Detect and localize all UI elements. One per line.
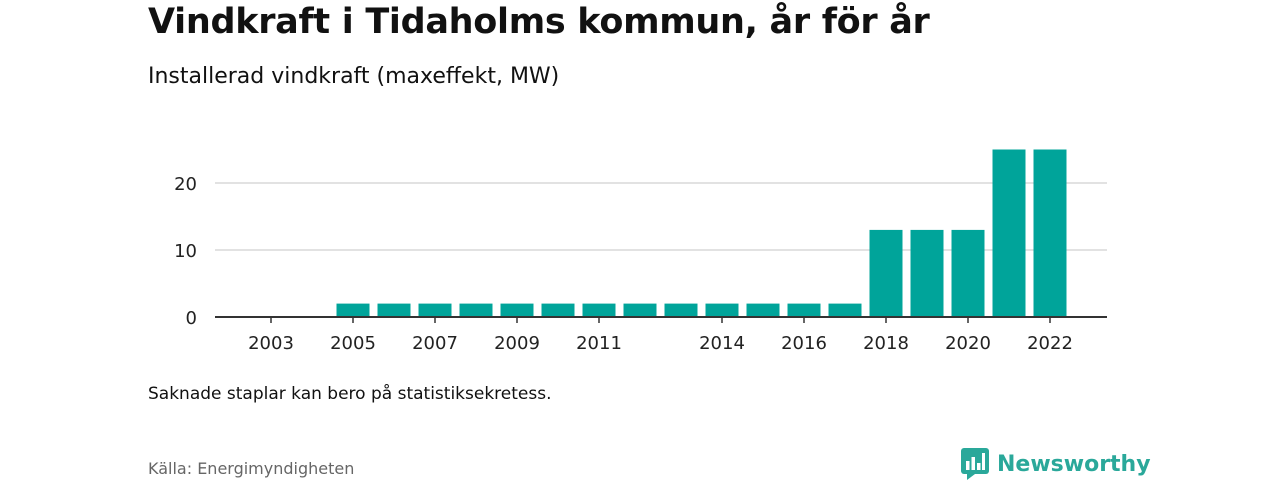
bar [336,303,370,317]
bar [500,303,534,317]
x-tick-label: 2018 [863,333,909,354]
x-tick-label: 2003 [248,333,294,354]
x-tick-label: 2020 [945,333,991,354]
chart-subtitle: Installerad vindkraft (maxeffekt, MW) [148,64,560,89]
bar [746,303,780,317]
y-tick-label: 0 [186,308,197,329]
bar [377,303,411,317]
bars [336,149,1067,317]
bar [992,149,1026,317]
bar [541,303,575,317]
bar [828,303,862,317]
newsworthy-logo-icon [961,448,989,480]
bar [459,303,493,317]
x-tick-label: 2016 [781,333,827,354]
brand-name: Newsworthy [997,451,1151,477]
bar [1033,149,1067,317]
bar [951,229,985,317]
source-text: Källa: Energimyndigheten [148,459,355,478]
x-tick-label: 2014 [699,333,745,354]
x-tick-label: 2007 [412,333,458,354]
x-axis [215,316,1107,323]
y-tick-label: 20 [174,174,197,195]
bar [705,303,739,317]
bar [869,229,903,317]
x-tick-label: 2011 [576,333,622,354]
bar [910,229,944,317]
y-tick-label: 10 [174,241,197,262]
bar [582,303,616,317]
x-tick-label: 2005 [330,333,376,354]
x-tick-label: 2022 [1027,333,1073,354]
y-axis-labels: 0 10 20 [174,174,197,329]
bar [623,303,657,317]
bar [664,303,698,317]
x-axis-labels: 2003 2005 2007 2009 2011 2014 2016 2018 2020 2022 [248,333,1073,354]
brand-logo: Newsworthy [961,448,1151,480]
chart-title: Vindkraft i Tidaholms kommun, år för år [148,2,930,42]
x-tick-label: 2009 [494,333,540,354]
bar [787,303,821,317]
bar [418,303,452,317]
footnote: Saknade staplar kan bero på statistiksek… [148,384,552,404]
